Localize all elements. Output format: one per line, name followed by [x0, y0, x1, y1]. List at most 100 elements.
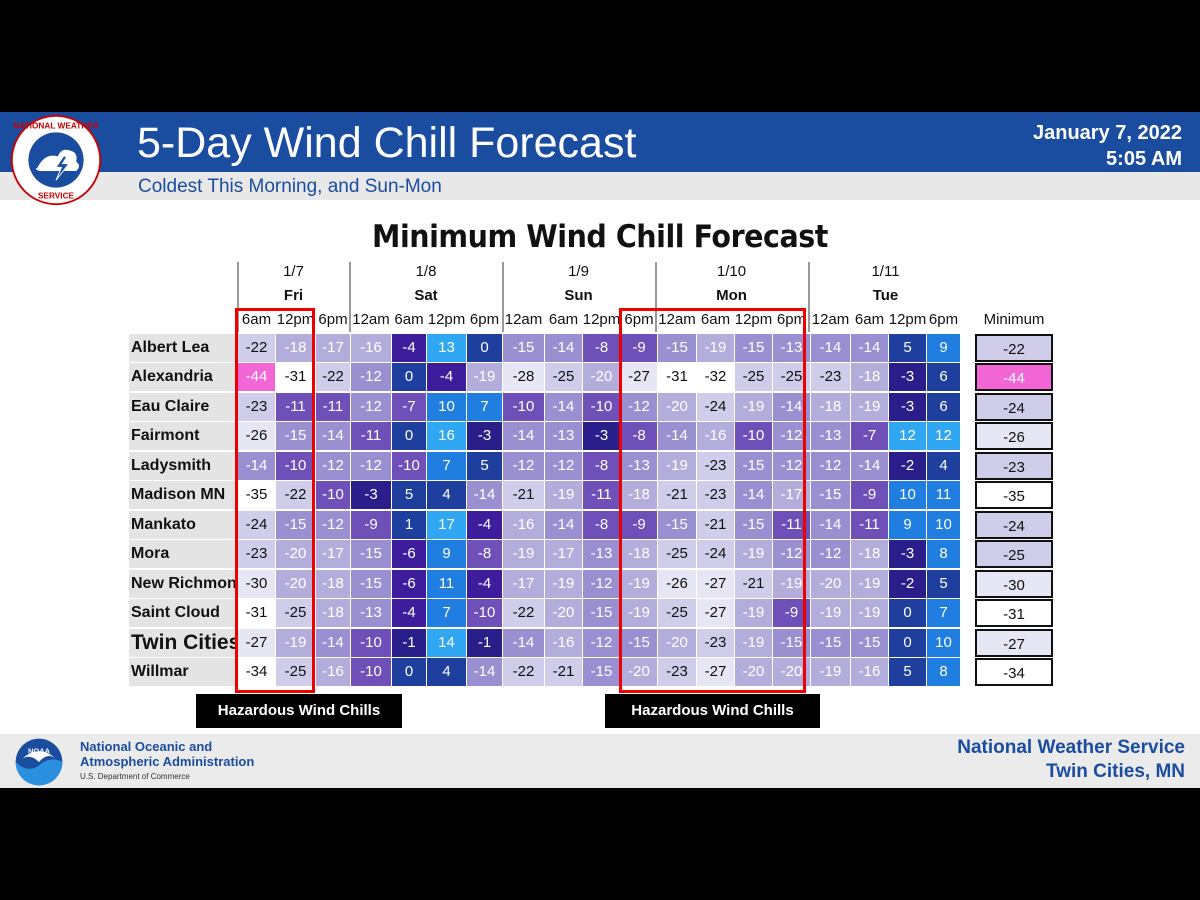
- table-cell: -12: [811, 540, 850, 569]
- table-cell: -35: [238, 481, 275, 510]
- table-cell: -2: [889, 451, 926, 480]
- table-cell: -15: [276, 422, 315, 451]
- table-cell: 7: [427, 451, 466, 480]
- column-header: 6pm: [776, 311, 807, 328]
- table-cell: -16: [545, 628, 582, 657]
- table-cell: 13: [427, 334, 466, 362]
- table-cell: -13: [621, 451, 657, 480]
- column-header: 6pm: [318, 311, 348, 328]
- day-date: 1/10: [716, 263, 747, 280]
- table-cell: -3: [351, 481, 391, 510]
- table-cell: -15: [503, 334, 544, 362]
- table-cell: 12: [927, 422, 960, 451]
- table-cell: -25: [276, 657, 315, 686]
- table-cell: -23: [697, 481, 734, 510]
- table-cell: -16: [503, 510, 544, 539]
- table-cell: -21: [658, 481, 696, 510]
- table-cell: -12: [545, 451, 582, 480]
- table-cell: -4: [467, 510, 502, 539]
- table-cell: -12: [503, 451, 544, 480]
- table-cell: 10: [927, 628, 960, 657]
- hazard-label: Hazardous Wind Chills: [196, 694, 402, 728]
- noaa-logo-icon: NOAA: [15, 738, 63, 786]
- table-cell: -19: [851, 569, 888, 598]
- svg-text:NOAA: NOAA: [28, 747, 51, 756]
- table-cell: -22: [503, 599, 544, 628]
- table-cell: -19: [545, 569, 582, 598]
- table-cell: -31: [276, 363, 315, 392]
- table-cell: -14: [811, 510, 850, 539]
- table-cell: -27: [697, 569, 734, 598]
- table-cell: -2: [889, 569, 926, 598]
- table-cell: -15: [276, 510, 315, 539]
- column-header: 6pm: [928, 311, 959, 328]
- day-name: Mon: [716, 287, 747, 304]
- table-cell: -22: [503, 657, 544, 686]
- table-cell: -12: [351, 363, 391, 392]
- column-header: 12pm: [734, 311, 773, 328]
- table-title: Minimum Wind Chill Forecast: [372, 219, 828, 255]
- minimum-cell: -35: [975, 481, 1053, 510]
- table-cell: -9: [621, 334, 657, 362]
- table-cell: -24: [238, 510, 275, 539]
- column-header: 12pm: [888, 311, 927, 328]
- table-cell: 5: [889, 334, 926, 362]
- table-cell: -14: [658, 422, 696, 451]
- table-cell: -22: [316, 363, 350, 392]
- column-header: 6am: [548, 311, 579, 328]
- day-name: Tue: [872, 287, 899, 304]
- column-header: 12am: [811, 311, 850, 328]
- table-cell: -17: [545, 540, 582, 569]
- table-cell: -19: [658, 451, 696, 480]
- hazard-highlight-box: [619, 308, 806, 693]
- column-header: 6am: [700, 311, 731, 328]
- table-cell: -18: [621, 540, 657, 569]
- table-cell: -31: [658, 363, 696, 392]
- table-cell: 9: [927, 334, 960, 362]
- table-cell: -25: [545, 363, 582, 392]
- table-cell: -20: [621, 657, 657, 686]
- row-label: Eau Claire: [129, 392, 235, 421]
- table-cell: 5: [889, 657, 926, 686]
- minimum-cell: -44: [975, 363, 1053, 392]
- table-cell: -8: [467, 540, 502, 569]
- table-cell: -17: [316, 334, 350, 362]
- minimum-cell: -26: [975, 422, 1053, 451]
- day-separator: [655, 262, 657, 332]
- table-cell: -12: [351, 451, 391, 480]
- table-cell: -12: [316, 510, 350, 539]
- row-label: Madison MN: [129, 481, 235, 510]
- table-cell: -23: [811, 363, 850, 392]
- table-cell: 7: [927, 599, 960, 628]
- table-cell: -6: [392, 540, 426, 569]
- minimum-header: Minimum: [983, 311, 1045, 328]
- noaa-name-line2: Atmospheric Administration: [80, 754, 255, 769]
- day-separator: [237, 262, 239, 332]
- minimum-cell: -25: [975, 540, 1053, 569]
- day-name: Sat: [414, 287, 438, 304]
- table-cell: -25: [658, 540, 696, 569]
- day-name: Sun: [564, 287, 593, 304]
- slide: NATIONAL WEATHER SERVICE 5-Day Wind Chil…: [0, 112, 1200, 788]
- table-cell: -12: [583, 569, 620, 598]
- issue-date: January 7, 2022: [1033, 122, 1182, 144]
- table-cell: -15: [621, 628, 657, 657]
- table-cell: -15: [735, 451, 772, 480]
- table-cell: -6: [392, 569, 426, 598]
- table-cell: -31: [238, 599, 275, 628]
- table-cell: 0: [467, 334, 502, 362]
- table-cell: -19: [811, 599, 850, 628]
- table-cell: -10: [503, 392, 544, 421]
- table-cell: 5: [927, 569, 960, 598]
- minimum-cell: -27: [975, 628, 1053, 657]
- table-cell: -19: [735, 540, 772, 569]
- table-cell: -26: [658, 569, 696, 598]
- table-cell: -4: [427, 363, 466, 392]
- table-cell: 12: [889, 422, 926, 451]
- table-cell: -15: [851, 628, 888, 657]
- column-header: 12am: [504, 311, 543, 328]
- table-cell: 0: [392, 363, 426, 392]
- issue-datetime: January 7, 2022 5:05 AM: [1033, 120, 1182, 172]
- column-header: 6am: [854, 311, 885, 328]
- table-cell: -14: [851, 334, 888, 362]
